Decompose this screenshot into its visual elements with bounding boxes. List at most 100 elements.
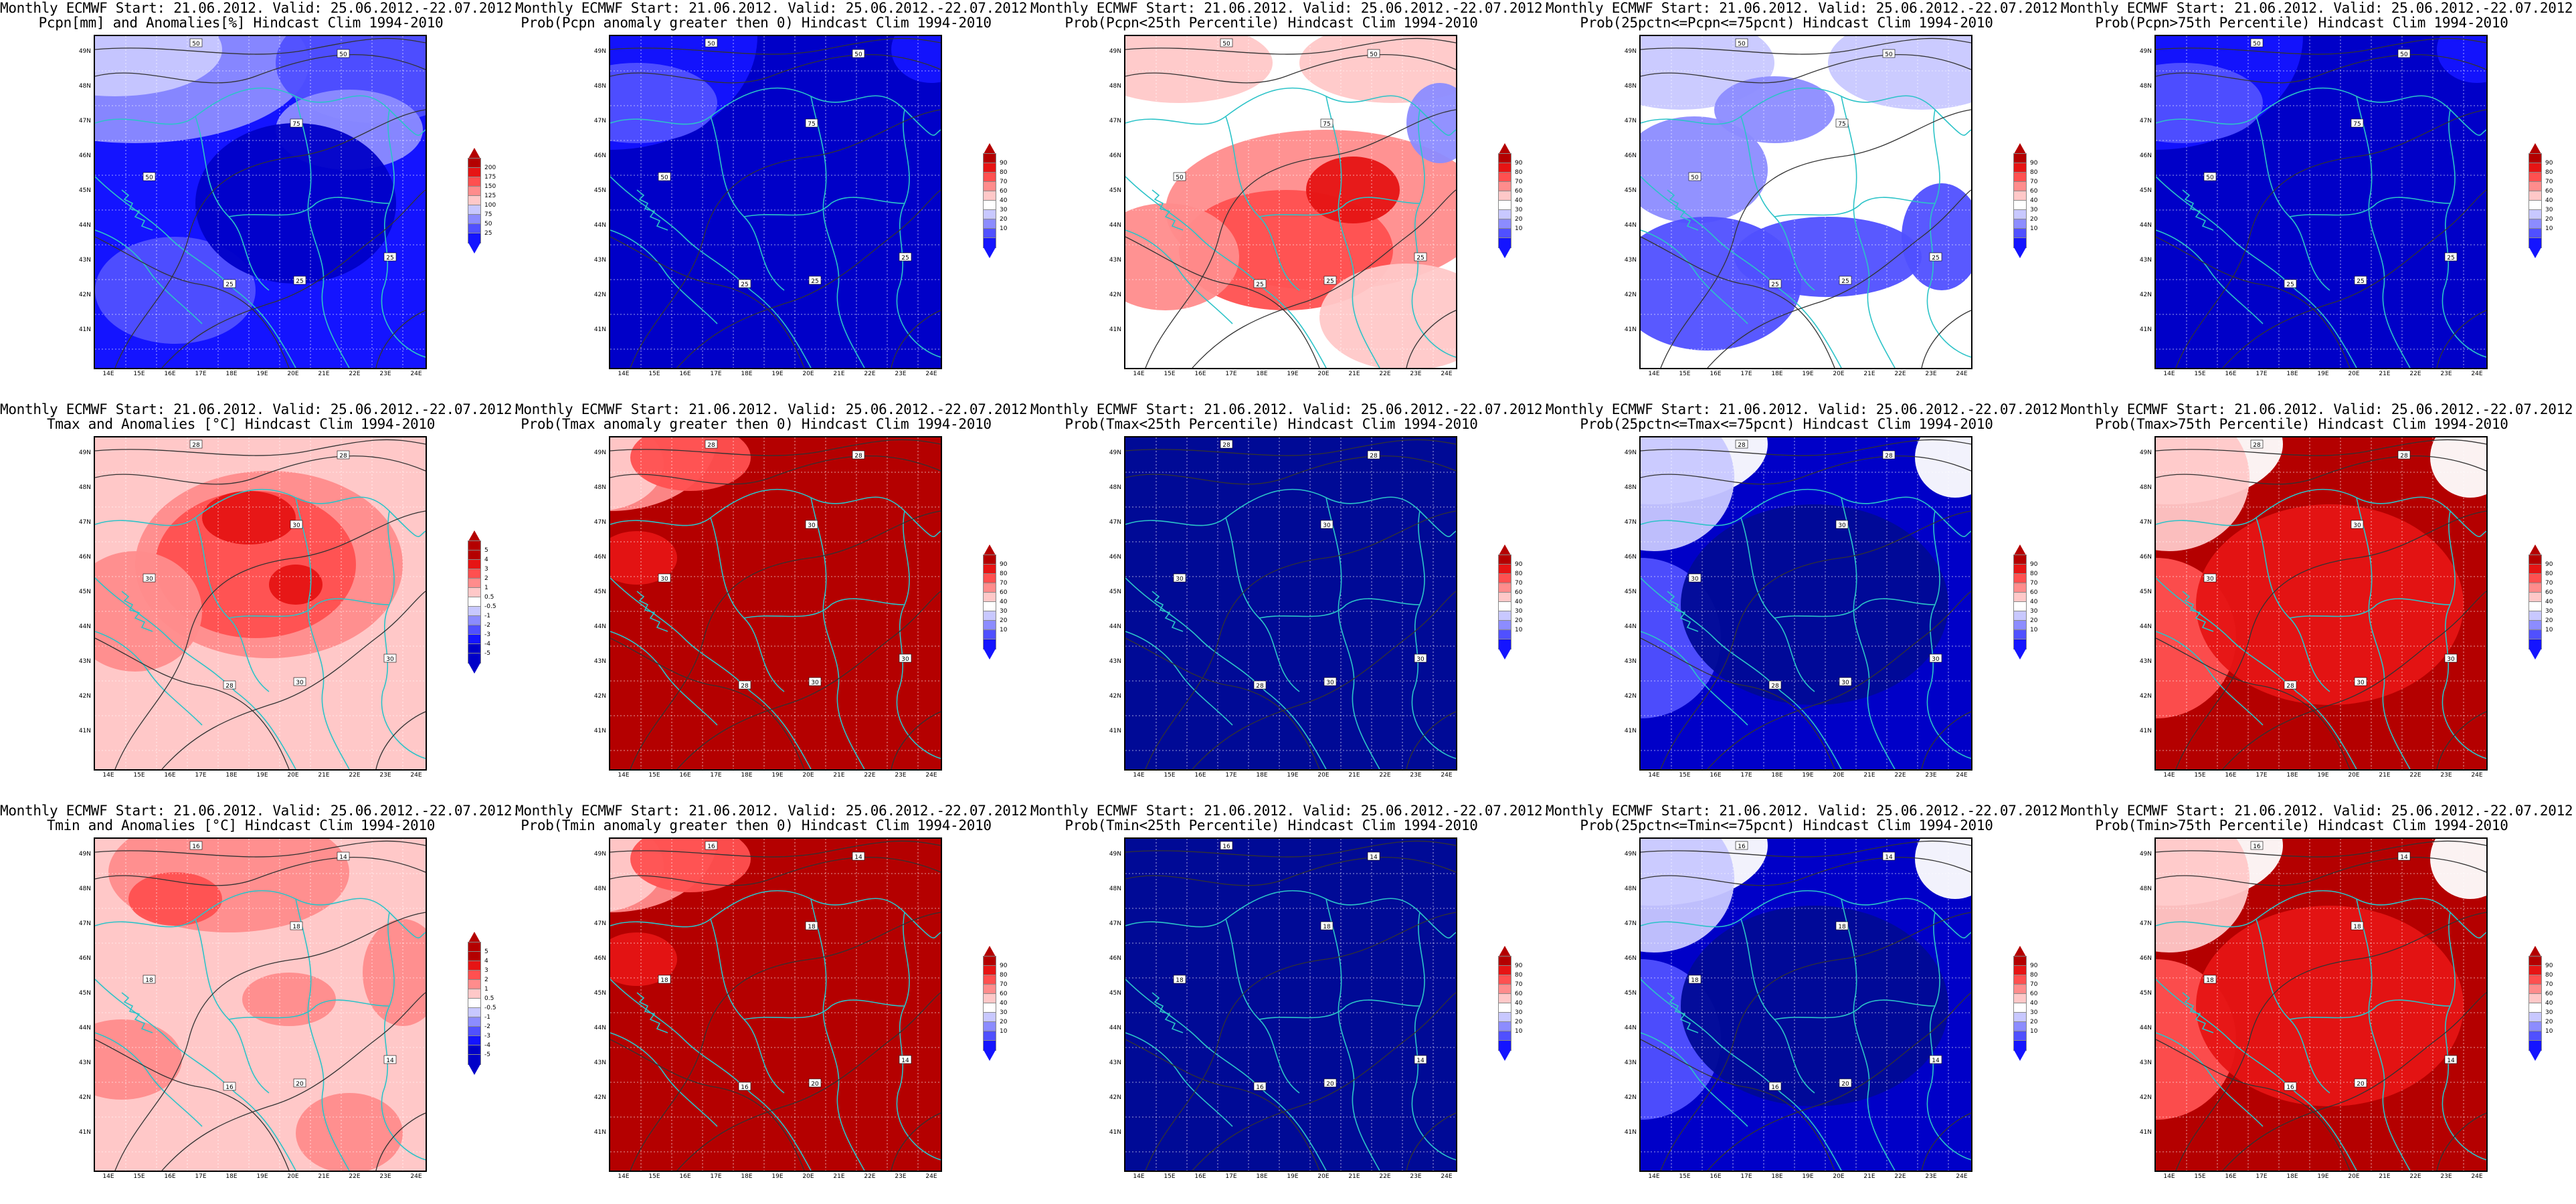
contour-label: 20 <box>293 1078 306 1088</box>
svg-text:28: 28 <box>339 453 347 460</box>
svg-text:25: 25 <box>296 278 303 285</box>
colorbar: 90 80 70 60 40 30 20 10 <box>2013 946 2037 1061</box>
colorbar-label: 70 <box>1515 179 1523 185</box>
forecast-panel: Monthly ECMWF Start: 21.06.2012. Valid: … <box>515 0 1036 401</box>
longitude-label: 16E <box>164 1173 176 1180</box>
svg-text:16: 16 <box>192 843 200 850</box>
contour-label: 30 <box>1835 520 1849 529</box>
colorbar-label: 80 <box>2030 972 2038 979</box>
longitude-label: 17E <box>2256 772 2268 779</box>
colorbar-label: -3 <box>484 1033 490 1039</box>
contour-label: 50 <box>705 38 718 47</box>
colorbar-label: 20 <box>1515 216 1523 223</box>
colorbar-label: -2 <box>484 1023 490 1030</box>
svg-text:18: 18 <box>660 977 668 984</box>
latitude-label: 41N <box>1624 326 1637 333</box>
longitude-label: 22E <box>1379 1173 1391 1180</box>
svg-text:18: 18 <box>292 924 300 930</box>
forecast-map: 50 50 75 50 25 25 25 <box>609 35 942 369</box>
colorbar-label: 100 <box>484 202 496 209</box>
latitude-label: 48N <box>1109 886 1121 892</box>
svg-text:18: 18 <box>2353 924 2361 930</box>
longitude-label: 22E <box>864 1173 876 1180</box>
longitude-label: 18E <box>741 1173 753 1180</box>
colorbar-label: 90 <box>1515 561 1523 568</box>
latitude-label: 46N <box>1109 153 1121 159</box>
contour-label: 30 <box>1173 573 1186 583</box>
panel-title-line1: Monthly ECMWF Start: 21.06.2012. Valid: … <box>2061 401 2576 417</box>
latitude-label: 49N <box>2139 449 2152 456</box>
latitude-label: 48N <box>2139 484 2152 491</box>
svg-text:18: 18 <box>2206 977 2214 984</box>
longitude-label: 21E <box>2379 1173 2391 1180</box>
svg-text:25: 25 <box>1771 282 1778 288</box>
latitude-label: 46N <box>2139 554 2152 561</box>
colorbar: 90 80 70 60 40 30 20 10 <box>2013 544 2037 660</box>
forecast-map: 28 28 30 30 28 30 30 <box>1639 436 1972 771</box>
svg-text:14: 14 <box>1932 1058 1940 1064</box>
colorbar-label: 10 <box>2545 1028 2553 1035</box>
latitude-label: 49N <box>1109 48 1121 55</box>
longitude-label: 24E <box>1956 772 1968 779</box>
longitude-label: 24E <box>410 772 422 779</box>
svg-text:28: 28 <box>854 453 862 460</box>
panel-title-line2: Prob(Tmin<25th Percentile) Hindcast Clim… <box>1065 817 1478 833</box>
longitude-label: 16E <box>2225 371 2237 377</box>
colorbar-label: 20 <box>2545 1019 2553 1025</box>
longitude-label: 23E <box>1410 371 1422 377</box>
longitude-label: 17E <box>710 371 722 377</box>
latitude-label: 45N <box>1624 589 1637 595</box>
colorbar-label: 90 <box>2545 561 2553 568</box>
colorbar-label: 5 <box>484 547 488 554</box>
longitude-label: 15E <box>2194 772 2206 779</box>
longitude-label: 14E <box>618 371 630 377</box>
svg-text:30: 30 <box>1326 680 1334 686</box>
colorbar-label: 20 <box>2030 1019 2038 1025</box>
colorbar-label: 40 <box>1000 1000 1008 1007</box>
colorbar-label: 20 <box>1515 617 1523 624</box>
latitude-label: 48N <box>78 886 91 892</box>
colorbar-label: 60 <box>1000 188 1008 195</box>
longitude-label: 19E <box>1802 1173 1814 1180</box>
contour-label: 18 <box>2203 975 2217 984</box>
svg-text:50: 50 <box>660 175 668 181</box>
svg-text:25: 25 <box>1932 255 1939 262</box>
longitude-label: 15E <box>1164 772 1176 779</box>
longitude-label: 16E <box>679 772 691 779</box>
contour-label: 30 <box>2203 573 2217 583</box>
longitude-label: 14E <box>1133 772 1145 779</box>
longitude-label: 16E <box>1710 1173 1722 1180</box>
longitude-label: 23E <box>1410 1173 1422 1180</box>
latitude-label: 43N <box>2139 1060 2152 1066</box>
svg-text:30: 30 <box>808 522 816 529</box>
svg-text:25: 25 <box>225 282 233 288</box>
colorbar-label: 40 <box>1515 599 1523 605</box>
contour-label: 28 <box>2284 680 2297 690</box>
colorbar-label: 90 <box>2030 561 2038 568</box>
svg-text:28: 28 <box>225 683 234 690</box>
svg-text:30: 30 <box>2206 576 2214 583</box>
colorbar: 90 80 70 60 40 30 20 10 <box>2528 544 2553 660</box>
colorbar-label: 90 <box>2030 160 2038 167</box>
svg-text:75: 75 <box>1838 121 1845 128</box>
contour-label: 75 <box>1320 118 1333 128</box>
longitude-label: 15E <box>1164 1173 1176 1180</box>
longitude-label: 24E <box>1956 1173 1968 1180</box>
colorbar-label: 10 <box>1000 225 1008 232</box>
svg-text:25: 25 <box>2357 278 2364 285</box>
longitude-label: 16E <box>679 1173 691 1180</box>
latitude-label: 43N <box>1109 658 1121 665</box>
colorbar-label: 70 <box>2545 580 2553 587</box>
contour-label: 20 <box>1323 1078 1337 1088</box>
colorbar-label: 70 <box>1000 981 1008 988</box>
longitude-label: 22E <box>1379 371 1391 377</box>
latitude-label: 47N <box>593 920 606 927</box>
svg-text:30: 30 <box>386 656 394 663</box>
colorbar-label: 40 <box>1000 197 1008 204</box>
longitude-label: 14E <box>1133 1173 1145 1180</box>
colorbar-label: 90 <box>2545 160 2553 167</box>
latitude-label: 46N <box>593 955 606 962</box>
contour-label: 28 <box>1253 680 1267 690</box>
forecast-panel: Monthly ECMWF Start: 21.06.2012. Valid: … <box>2061 0 2576 401</box>
panel-title-line2: Prob(Pcpn anomaly greater then 0) Hindca… <box>521 15 992 31</box>
